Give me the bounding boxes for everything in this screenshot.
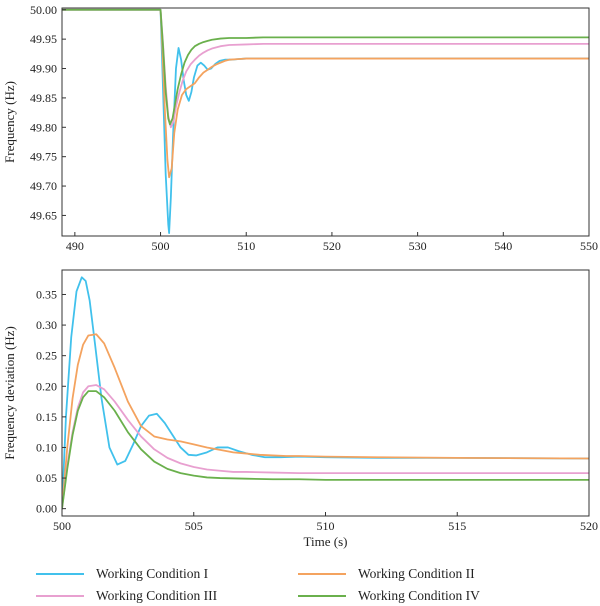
y-tick-label: 0.30 (36, 318, 57, 332)
y-tick-label: 49.95 (30, 32, 57, 46)
series-line-working-condition-ii (62, 8, 589, 179)
x-tick-label: 520 (580, 519, 598, 533)
x-tick-label: 500 (152, 239, 170, 253)
y-tick-label: 0.00 (36, 502, 57, 516)
legend-swatch (298, 573, 346, 575)
y-tick-label: 0.25 (36, 349, 57, 363)
y-tick-label: 0.15 (36, 410, 57, 424)
series-line-working-condition-iv (62, 390, 589, 510)
x-tick-label: 510 (237, 239, 255, 253)
x-tick-label: 550 (580, 239, 598, 253)
legend-swatch (36, 573, 84, 575)
y-tick-label: 49.80 (30, 120, 57, 134)
y-tick-label: 0.10 (36, 440, 57, 454)
legend-swatch (36, 595, 84, 597)
frequency-chart: 490 500 510 520 530 540 550 49.65 49.70 49.75 49.8… (2, 3, 598, 253)
legend-label: Working Condition I (96, 566, 209, 581)
y-tick-label: 49.75 (30, 150, 57, 164)
legend-item-working-condition-iv: Working Condition IV (298, 586, 480, 606)
x-tick-label: 510 (317, 519, 335, 533)
y-tick-label: 49.90 (30, 62, 57, 76)
y-tick-label: 49.65 (30, 208, 57, 222)
y-tick-label: 49.70 (30, 179, 57, 193)
legend-label: Working Condition III (96, 588, 218, 603)
x-tick-label: 515 (448, 519, 466, 533)
y-tick-label: 0.20 (36, 379, 57, 393)
y-tick-label: 50.00 (30, 3, 57, 17)
x-axis-title: Time (s) (304, 534, 348, 549)
y-tick-label: 0.35 (36, 287, 57, 301)
legend: Working Condition I Working Condition II… (0, 558, 600, 606)
series-line-working-condition-iii (62, 384, 589, 510)
series-line-working-condition-i (62, 276, 589, 510)
x-tick-label: 520 (323, 239, 341, 253)
legend-item-working-condition-i: Working Condition I (36, 564, 208, 584)
legend-label: Working Condition IV (358, 588, 480, 603)
legend-label: Working Condition II (358, 566, 475, 581)
series-line-working-condition-iii (62, 8, 589, 129)
y-tick-label: 0.05 (36, 471, 57, 485)
series-line-working-condition-ii (62, 333, 589, 510)
y-axis-title: Frequency (Hz) (2, 81, 17, 163)
plot-frame (61, 7, 590, 237)
y-axis-title: Frequency deviation (Hz) (2, 326, 17, 460)
x-tick-label: 500 (53, 519, 71, 533)
series-line-working-condition-iv (62, 8, 589, 126)
x-tick-label: 490 (66, 239, 84, 253)
legend-item-working-condition-ii: Working Condition II (298, 564, 475, 584)
legend-item-working-condition-iii: Working Condition III (36, 586, 217, 606)
frequency-deviation-chart: 500 505 510 515 520 0.00 0.05 0.10 0.15 0.20 0.25 0… (2, 269, 598, 549)
x-tick-label: 540 (494, 239, 512, 253)
y-tick-label: 49.85 (30, 91, 57, 105)
legend-swatch (298, 595, 346, 597)
figure: 490 500 510 520 530 540 550 49.65 49.70 49.75 49.8… (2, 3, 598, 549)
x-tick-label: 530 (409, 239, 427, 253)
x-tick-label: 505 (185, 519, 203, 533)
